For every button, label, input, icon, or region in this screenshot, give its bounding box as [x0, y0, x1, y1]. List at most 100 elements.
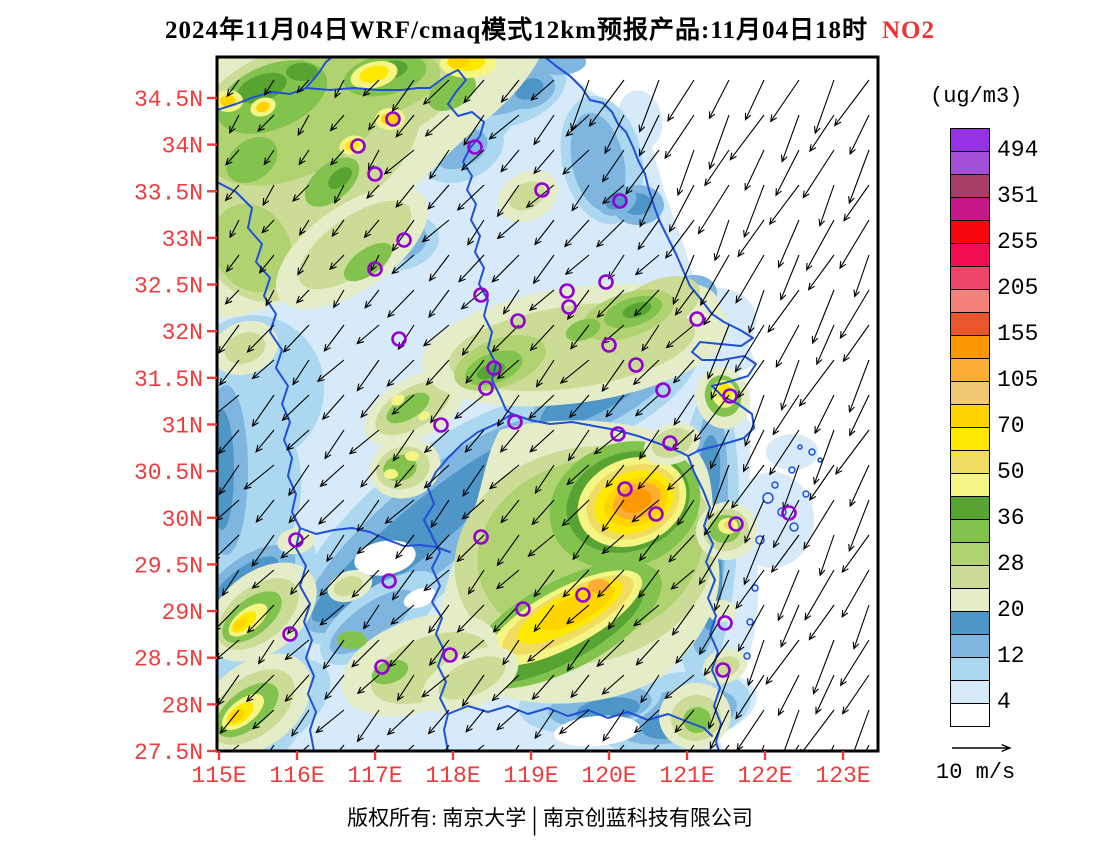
wind-arrow — [633, 604, 660, 627]
wind-arrow — [429, 149, 450, 180]
copyright-footer: 版权所有: 南京大学 | 南京创蓝科技有限公司 — [0, 800, 1100, 836]
pollutant-label: NO2 — [881, 17, 935, 44]
wind-arrow — [698, 534, 730, 586]
wind-arrow — [637, 219, 660, 251]
island — [751, 584, 759, 592]
contour-fill — [226, 137, 278, 183]
wind-arrow — [798, 359, 835, 407]
wind-arrow — [390, 604, 415, 625]
wind-arrow — [809, 114, 835, 153]
island — [802, 490, 810, 498]
wind-arrow — [428, 604, 450, 634]
wind-arrow — [391, 254, 415, 275]
legend-value-label: 70 — [997, 413, 1025, 439]
legend-color-box — [950, 243, 990, 267]
wind-arrow — [565, 114, 590, 137]
wind-arrow — [765, 639, 800, 685]
legend-color-box — [950, 358, 990, 382]
wind-arrow — [595, 219, 625, 248]
wind-arrow — [735, 254, 765, 304]
lat-label: 34N — [162, 134, 203, 160]
contour-fill — [343, 242, 393, 282]
wind-arrow — [257, 639, 275, 665]
contour-fill — [277, 527, 315, 555]
wind-arrow — [391, 569, 415, 601]
wind-arrow — [217, 394, 240, 417]
wind-arrow — [607, 254, 625, 280]
wind-arrow — [356, 674, 380, 695]
province-boundary — [217, 57, 333, 111]
wind-arrow — [394, 464, 415, 489]
wind-arrow — [777, 674, 800, 717]
wind-arrow — [263, 149, 275, 166]
legend-color-box — [950, 427, 990, 451]
wind-arrow — [255, 429, 275, 453]
province-boundary — [295, 527, 317, 751]
wind-arrow — [703, 289, 730, 326]
wind-arrow — [583, 744, 590, 751]
wind-arrow — [704, 149, 730, 187]
wind-arrow — [334, 184, 345, 205]
lat-label: 30N — [162, 507, 203, 533]
wind-arrow — [422, 79, 450, 105]
lon-label: 119E — [503, 763, 558, 789]
wind-arrow — [562, 149, 590, 175]
wind-arrow — [601, 359, 625, 393]
wind-arrow — [676, 499, 695, 526]
wind-arrow — [565, 604, 590, 625]
wind-arrow — [286, 429, 310, 451]
city-marker — [689, 311, 705, 327]
wind-arrow — [835, 429, 870, 476]
wind-arrow — [423, 569, 450, 592]
wind-arrow — [531, 499, 555, 526]
legend-color-box — [950, 335, 990, 359]
wind-arrow — [804, 569, 835, 621]
wind-arrow — [634, 254, 660, 276]
wind-arrow — [853, 709, 870, 751]
island — [817, 457, 823, 463]
wind-arrow — [528, 289, 555, 311]
wind-arrow — [230, 744, 240, 751]
wind-arrow — [834, 79, 870, 127]
contour-fill — [651, 428, 693, 458]
wind-arrow — [532, 254, 555, 285]
wind-arrow — [638, 569, 660, 599]
city-marker — [559, 283, 575, 299]
wind-arrow — [406, 744, 415, 751]
wind-arrow — [502, 289, 520, 315]
wind-arrow — [842, 324, 870, 363]
wind-arrow — [601, 534, 625, 555]
legend-color-box — [950, 289, 990, 313]
legend-color-box — [950, 565, 990, 589]
city-marker — [374, 659, 390, 675]
contour-fill — [381, 113, 399, 125]
island — [746, 618, 754, 626]
wind-arrow — [488, 464, 520, 490]
island — [808, 448, 816, 456]
wind-arrow — [290, 569, 310, 596]
wind-arrow — [315, 709, 345, 734]
wind-arrow — [338, 744, 345, 751]
wind-arrow — [262, 184, 275, 207]
city-marker — [442, 647, 458, 663]
wind-arrow — [255, 499, 275, 523]
wind-arrow — [744, 394, 765, 448]
wind-arrow — [534, 709, 555, 740]
wind-arrow — [257, 114, 275, 132]
contour-fill — [541, 585, 615, 631]
wind-arrow — [427, 184, 450, 210]
city-marker — [728, 516, 744, 532]
legend-color-box — [950, 542, 990, 566]
contour-fill — [565, 318, 601, 342]
island — [797, 444, 803, 450]
city-marker — [486, 360, 502, 376]
wind-arrow — [604, 114, 625, 155]
wind-arrow — [500, 79, 520, 103]
wind-arrow — [362, 79, 380, 97]
island — [789, 522, 799, 532]
city-marker — [367, 261, 383, 277]
wind-arrow — [566, 464, 590, 486]
contour-fill — [588, 579, 610, 593]
wind-arrow — [807, 254, 835, 291]
wind-arrow — [665, 324, 695, 349]
